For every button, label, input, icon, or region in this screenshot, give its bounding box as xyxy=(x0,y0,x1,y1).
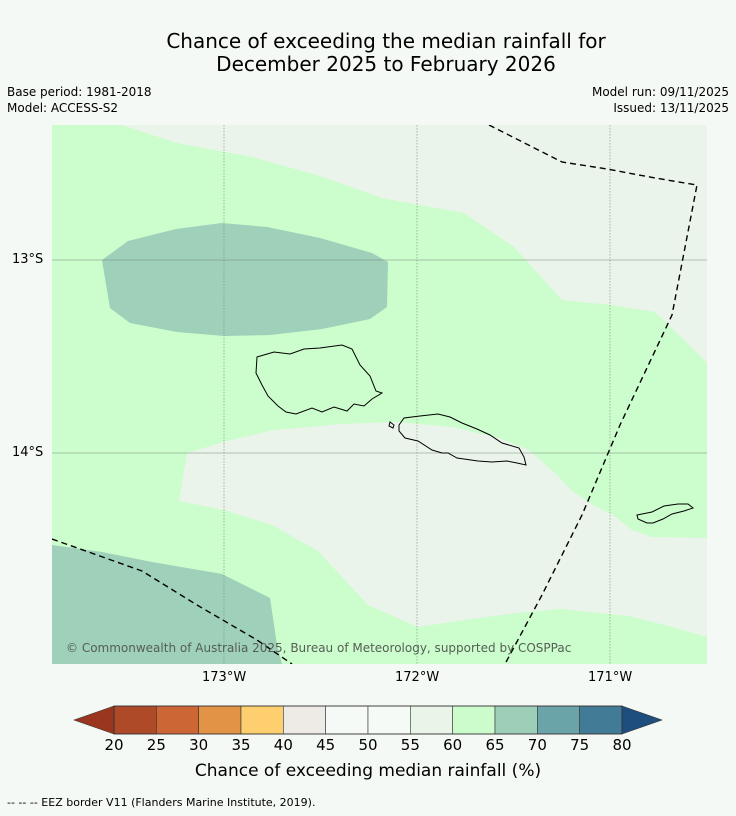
colorbar-low-extension xyxy=(73,705,115,735)
colorbar-frame xyxy=(113,705,623,735)
upolu-island xyxy=(398,413,527,466)
prob-region-65-70-southwest xyxy=(52,545,282,664)
colorbar-cell xyxy=(198,705,242,735)
copyright-notice: © Commonwealth of Australia 2025, Bureau… xyxy=(66,641,572,655)
prob-region-65-70-north xyxy=(102,223,388,336)
eez-footnote: -- -- -- EEZ border V11 (Flanders Marine… xyxy=(7,796,316,809)
colorbar-tick-label: 50 xyxy=(358,736,378,754)
colorbar-cell xyxy=(579,705,623,735)
savaii-island xyxy=(255,344,384,415)
colorbar xyxy=(73,705,663,735)
colorbar-tick-label: 20 xyxy=(104,736,124,754)
eez-border xyxy=(52,125,698,664)
prob-region-south-central xyxy=(179,422,707,637)
map-panel xyxy=(52,125,707,664)
colorbar-tick-label: 60 xyxy=(443,736,463,754)
colorbar-tick-label: 80 xyxy=(612,736,632,754)
colorbar-tick-label: 25 xyxy=(146,736,166,754)
colorbar-cell xyxy=(367,705,411,735)
colorbar-cell xyxy=(113,705,157,735)
colorbar-cell xyxy=(537,705,580,735)
lon-label-172w: 172°W xyxy=(395,670,440,685)
colorbar-tick-label: 55 xyxy=(400,736,420,754)
colorbar-cell xyxy=(452,705,496,735)
lat-label-14s: 14°S xyxy=(12,445,44,460)
colorbar-tick-label: 30 xyxy=(189,736,209,754)
colorbar-title: Chance of exceeding median rainfall (%) xyxy=(194,761,542,781)
map-title: Chance of exceeding the median rainfall … xyxy=(0,30,736,76)
meta-right: Model run: 09/11/2025 Issued: 13/11/2025 xyxy=(592,84,729,116)
title-line-2: December 2025 to February 2026 xyxy=(216,52,556,76)
colorbar-tick-label: 75 xyxy=(570,736,590,754)
lat-label-13s: 13°S xyxy=(12,252,44,267)
colorbar-tick-label: 65 xyxy=(485,736,505,754)
colorbar-tick-label: 40 xyxy=(273,736,293,754)
colorbar-cell xyxy=(156,705,199,735)
colorbar-cell xyxy=(410,705,453,735)
colorbar-cell xyxy=(494,705,538,735)
colorbar-tick-label: 70 xyxy=(527,736,547,754)
eez-border-east xyxy=(488,125,698,664)
model-run: Model run: 09/11/2025 xyxy=(591,85,729,99)
colorbar-cell xyxy=(240,705,284,735)
title-line-1: Chance of exceeding the median rainfall … xyxy=(166,29,606,53)
colorbar-tick-label: 45 xyxy=(316,736,336,754)
base-period: Base period: 1981-2018 xyxy=(7,85,152,99)
colorbar-cell xyxy=(325,705,369,735)
gridlines xyxy=(52,125,707,664)
prob-region-north-east xyxy=(122,125,707,363)
model-name: Model: ACCESS-S2 xyxy=(7,101,119,115)
tutuila-island xyxy=(636,503,695,524)
map-svg xyxy=(52,125,707,664)
issued-date: Issued: 13/11/2025 xyxy=(613,101,729,115)
colorbar-tick-label: 35 xyxy=(231,736,251,754)
meta-left: Base period: 1981-2018 Model: ACCESS-S2 xyxy=(7,84,152,116)
lon-label-173w: 173°W xyxy=(202,670,247,685)
islet-manono xyxy=(388,421,395,429)
colorbar-cell xyxy=(283,705,326,735)
islands xyxy=(255,344,695,524)
colorbar-high-extension xyxy=(621,705,663,735)
lon-label-171w: 171°W xyxy=(588,670,633,685)
